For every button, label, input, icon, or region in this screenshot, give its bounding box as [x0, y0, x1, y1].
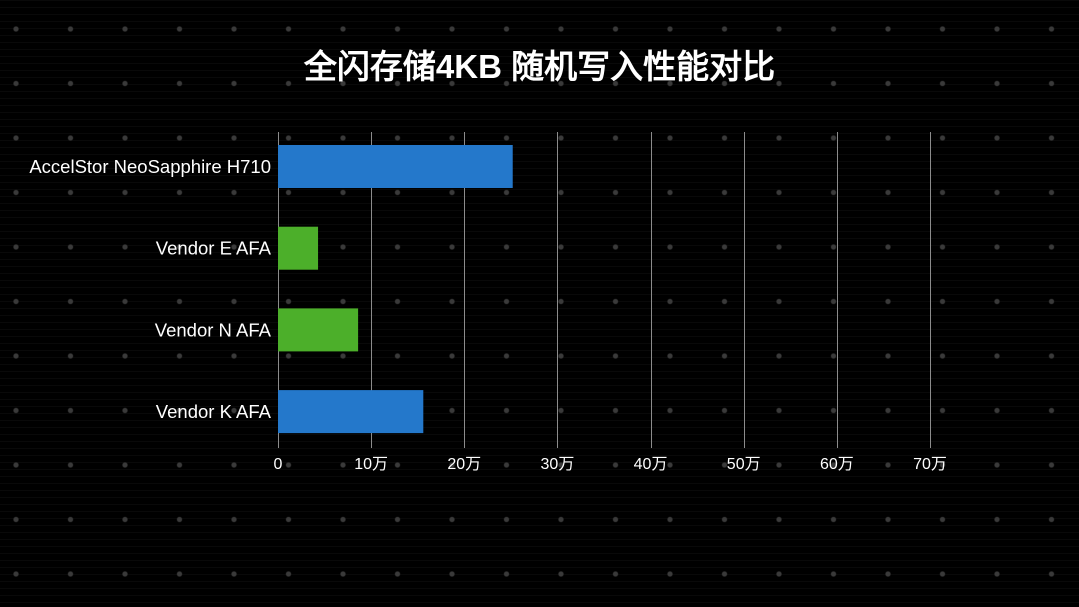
bar-vendor-n-afa	[278, 308, 359, 352]
chart-title: 全闪存储4KB 随机写入性能对比	[303, 48, 776, 85]
bar-accelstor-neosapphire-h710	[278, 145, 513, 188]
x-tick-label: 10万	[354, 456, 388, 473]
category-label-vendor-k-afa: Vendor K AFA	[156, 401, 272, 422]
x-tick-label: 30万	[541, 456, 575, 473]
x-tick-label: 60万	[820, 456, 854, 473]
category-label-accelstor-neosapphire-h710: AccelStor NeoSapphire H710	[29, 156, 271, 177]
x-tick-label: 0	[274, 456, 283, 473]
bar-vendor-k-afa	[278, 390, 424, 434]
bar-vendor-e-afa	[278, 226, 319, 270]
category-label-vendor-n-afa: Vendor N AFA	[155, 319, 272, 340]
x-tick-label: 40万	[634, 456, 668, 473]
x-tick-label: 70万	[913, 456, 947, 473]
x-tick-label: 20万	[447, 456, 481, 473]
x-tick-label: 50万	[727, 456, 761, 473]
category-label-vendor-e-afa: Vendor E AFA	[156, 238, 272, 259]
